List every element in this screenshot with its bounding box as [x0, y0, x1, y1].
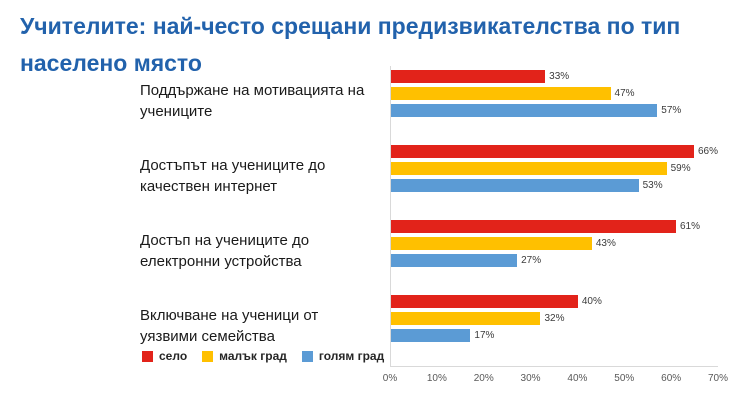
data-label: 17%	[474, 330, 495, 341]
bar-row: 43%	[391, 235, 718, 252]
data-label: 53%	[642, 180, 663, 191]
bar-row: 27%	[391, 252, 718, 269]
legend-label: село	[159, 349, 188, 363]
category-label: Достъп на учениците до електронни устрой…	[140, 232, 310, 271]
legend-label: малък град	[219, 349, 287, 363]
bar-row: 33%	[391, 68, 718, 85]
x-tick-label: 10%	[426, 373, 447, 384]
bar-малък-град	[391, 162, 667, 175]
legend-item: голям град	[301, 349, 385, 363]
bar-group: 33% 47% 57%	[390, 66, 718, 141]
data-label: 32%	[544, 313, 565, 324]
bar-group: 66% 59% 53%	[390, 141, 718, 216]
bar-group: 61% 43% 27%	[390, 216, 718, 291]
bar-голям-град	[391, 179, 639, 192]
legend-item: малък град	[202, 349, 287, 363]
x-tick-label: 40%	[567, 373, 588, 384]
chart-plot-area: Поддържане на мотивацията на учениците 33…	[0, 66, 718, 366]
data-label: 33%	[549, 71, 570, 82]
bar-row: 66%	[391, 143, 718, 160]
bar-малък-град	[391, 87, 611, 100]
category-label: Поддържане на мотивацията на учениците	[140, 82, 365, 121]
data-label: 27%	[521, 255, 542, 266]
legend-item: село	[142, 349, 187, 363]
x-tick-label: 0%	[382, 373, 398, 384]
x-tick-label: 70%	[707, 373, 729, 384]
bar-голям-град	[391, 254, 518, 267]
x-tick-label: 60%	[661, 373, 682, 384]
legend-swatch	[142, 350, 153, 362]
bar-малък-град	[391, 312, 541, 325]
bar-голям-град	[391, 104, 658, 117]
chart-row: Достъп на учениците до електронни устрой…	[0, 216, 718, 291]
chart-row: Включване на ученици от уязвими семейств…	[0, 291, 718, 366]
bar-row: 61%	[391, 218, 718, 235]
data-label: 57%	[661, 105, 682, 116]
data-label: 47%	[614, 88, 635, 99]
bar-row: 47%	[391, 85, 718, 102]
bar-село	[391, 70, 546, 83]
x-tick-label: 20%	[473, 373, 494, 384]
bar-row: 32%	[391, 310, 718, 327]
x-axis: 0% 10% 20% 30% 40% 50% 60% 70%	[383, 366, 728, 388]
bar-голям-град	[391, 329, 471, 342]
bar-row: 17%	[391, 327, 718, 344]
legend-label: голям град	[318, 349, 385, 363]
category-label: Включване на ученици от уязвими семейств…	[140, 307, 319, 346]
data-label: 40%	[581, 296, 602, 307]
chart-title: Учителите: най-често срещани предизвикат…	[20, 13, 681, 77]
legend-swatch	[301, 350, 313, 362]
x-tick-label: 50%	[614, 373, 635, 384]
data-label: 66%	[697, 146, 718, 157]
bar-row: 59%	[391, 160, 718, 177]
bar-село	[391, 145, 694, 158]
bar-село	[391, 220, 676, 233]
bar-row: 57%	[391, 102, 718, 119]
bar-group: 40% 32% 17%	[390, 291, 718, 366]
bar-село	[391, 295, 578, 308]
chart-row: Поддържане на мотивацията на учениците 33…	[0, 66, 718, 141]
chart-row: Достъпът на учениците до качествен интер…	[0, 141, 718, 216]
category-label: Достъпът на учениците до качествен интер…	[140, 157, 326, 196]
data-label: 61%	[679, 221, 700, 232]
data-label: 59%	[670, 163, 691, 174]
bar-малък-град	[391, 237, 592, 250]
legend: село малък град голям град	[142, 349, 384, 363]
bar-row: 53%	[391, 177, 718, 194]
bar-row: 40%	[391, 293, 718, 310]
data-label: 43%	[595, 238, 616, 249]
legend-swatch	[202, 350, 214, 362]
x-tick-label: 30%	[520, 373, 541, 384]
